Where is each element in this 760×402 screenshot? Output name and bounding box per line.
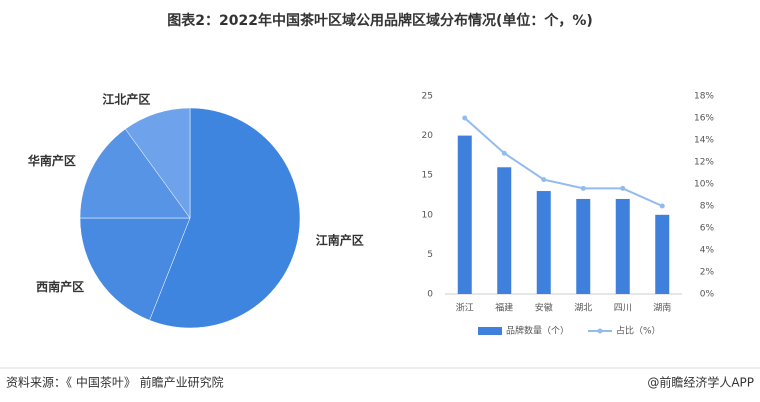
line-point xyxy=(462,115,468,121)
pie-label: 江南产区 xyxy=(316,233,364,248)
line-point xyxy=(659,203,665,209)
bar xyxy=(655,214,670,294)
bar xyxy=(497,167,512,294)
line-point xyxy=(580,185,586,191)
pie-label: 华南产区 xyxy=(28,153,76,168)
credit: @前瞻经济学人APP xyxy=(647,375,754,390)
y-tick-label: 25 xyxy=(422,92,433,102)
y2-tick-label: 8% xyxy=(700,202,715,212)
bar xyxy=(457,135,472,294)
x-tick-label: 湖南 xyxy=(653,302,671,314)
bar xyxy=(576,198,591,294)
bar xyxy=(536,191,551,294)
line-point xyxy=(501,150,507,156)
y-tick-label: 5 xyxy=(427,250,433,260)
x-tick-label: 四川 xyxy=(614,304,632,314)
y2-tick-label: 0% xyxy=(700,290,715,300)
y-tick-label: 20 xyxy=(422,131,434,141)
pie-label: 江北产区 xyxy=(102,92,150,107)
line-point xyxy=(541,177,547,183)
bar xyxy=(615,198,630,294)
y2-tick-label: 18% xyxy=(694,92,714,102)
legend-label: 品牌数量（个） xyxy=(506,325,569,337)
y2-tick-label: 16% xyxy=(694,114,714,124)
x-tick-label: 湖北 xyxy=(574,303,592,314)
y-tick-label: 10 xyxy=(422,210,434,220)
y2-tick-label: 10% xyxy=(694,180,714,190)
x-tick-label: 安徽 xyxy=(535,302,553,314)
y2-tick-label: 12% xyxy=(694,158,714,168)
y2-tick-label: 6% xyxy=(700,224,715,234)
legend-label: 占比（%） xyxy=(616,325,661,337)
source: 资料来源：《 中国茶叶》 前瞻产业研究院 xyxy=(6,375,224,390)
y2-tick-label: 2% xyxy=(700,268,715,278)
title: 图表2：2022年中国茶叶区域公用品牌区域分布情况(单位：个，%) xyxy=(167,12,593,29)
x-tick-label: 福建 xyxy=(495,302,513,314)
y-tick-label: 15 xyxy=(422,171,433,181)
pie-label: 西南产区 xyxy=(36,279,84,294)
pie-slice xyxy=(149,107,301,329)
y-tick-label: 0 xyxy=(427,290,433,300)
line-point xyxy=(620,185,626,191)
pie-slice xyxy=(79,128,191,219)
x-tick-label: 浙江 xyxy=(456,302,474,314)
y2-tick-label: 14% xyxy=(694,136,714,146)
y2-tick-label: 4% xyxy=(700,246,715,256)
pie-slice xyxy=(79,217,191,321)
pie-slice xyxy=(124,107,191,219)
line xyxy=(464,117,663,207)
legend-swatch xyxy=(478,327,502,335)
legend-swatch xyxy=(597,328,603,334)
